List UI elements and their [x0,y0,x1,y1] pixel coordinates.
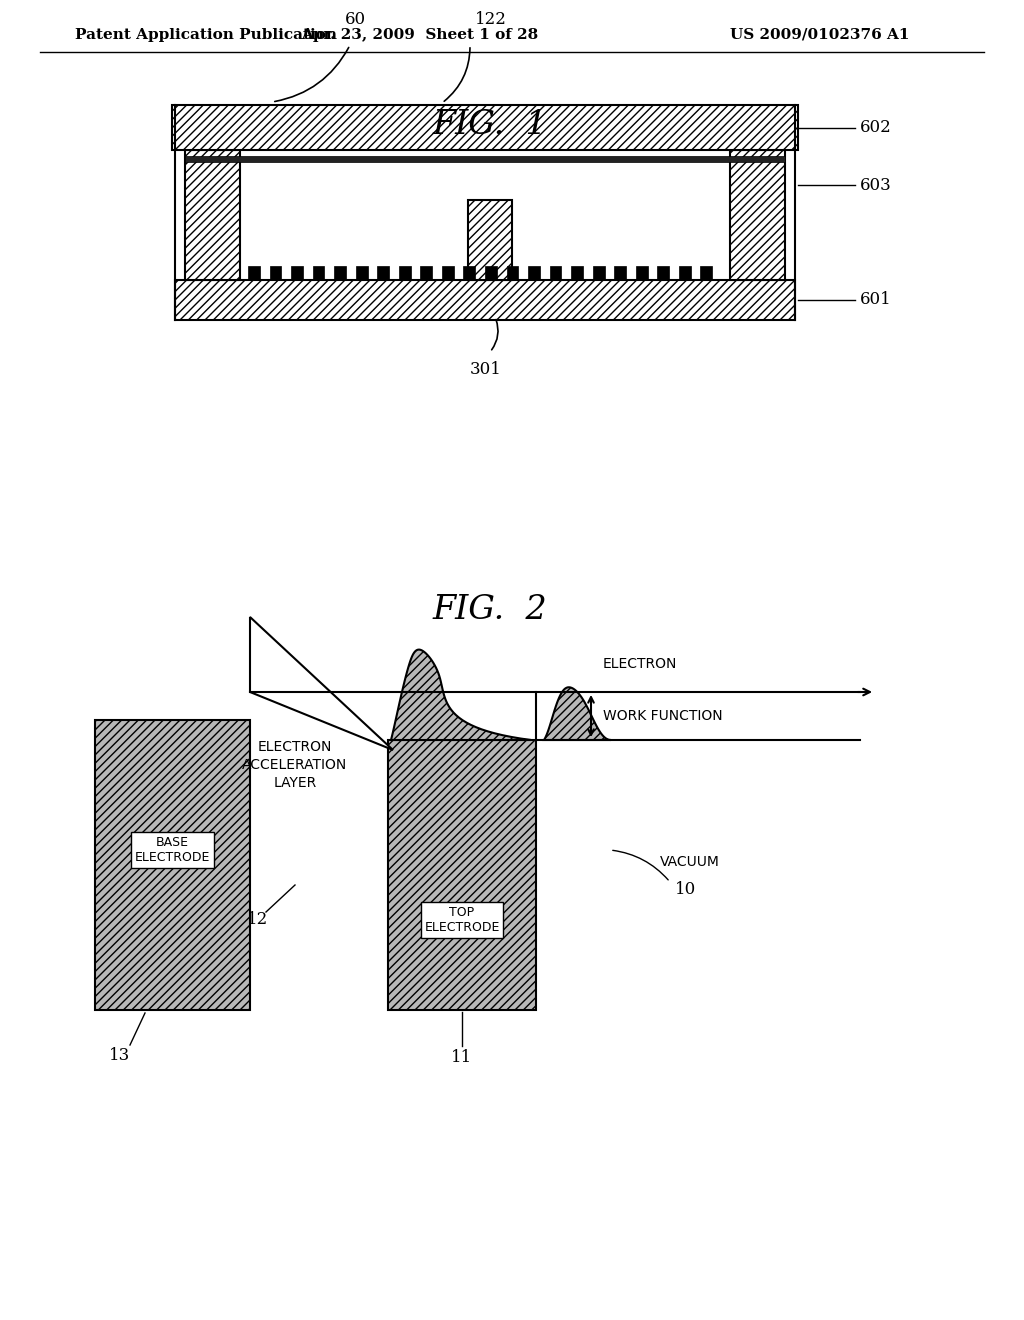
Bar [248,267,260,280]
Bar [593,267,604,280]
Text: 13: 13 [110,1047,131,1064]
Bar [312,267,325,280]
Bar [95,719,250,1010]
Bar [388,741,536,1010]
Bar [571,267,583,280]
Text: ELECTRON: ELECTRON [603,657,677,671]
Polygon shape [250,616,393,750]
Bar [700,267,713,280]
Bar [442,267,454,280]
Bar [528,267,540,280]
Bar [730,150,785,280]
Text: 602: 602 [860,120,892,136]
Bar [377,267,389,280]
Bar [334,267,346,280]
Text: FIG.  1: FIG. 1 [432,110,548,141]
Text: VACUUM: VACUUM [660,855,720,869]
Bar [172,106,798,150]
Bar [614,267,626,280]
Text: WORK FUNCTION: WORK FUNCTION [603,709,723,723]
Bar [421,267,432,280]
Text: FIG.  2: FIG. 2 [432,594,548,626]
Bar [507,267,518,280]
Text: 10: 10 [675,882,696,899]
Text: 301: 301 [470,362,502,379]
Text: Patent Application Publication: Patent Application Publication [75,28,337,42]
Text: 122: 122 [475,11,507,28]
Bar [679,267,691,280]
Bar [269,267,282,280]
Bar [175,280,795,319]
Text: 60: 60 [345,11,367,28]
Text: 12: 12 [248,912,268,928]
Text: US 2009/0102376 A1: US 2009/0102376 A1 [730,28,909,42]
Text: BASE
ELECTRODE: BASE ELECTRODE [135,836,210,865]
Text: 603: 603 [860,177,892,194]
Text: Apr. 23, 2009  Sheet 1 of 28: Apr. 23, 2009 Sheet 1 of 28 [301,28,539,42]
Bar [468,201,512,280]
Bar [657,267,670,280]
Polygon shape [391,649,531,741]
Text: 601: 601 [860,292,892,309]
Bar [185,156,785,162]
Text: TOP
ELECTRODE: TOP ELECTRODE [424,906,500,935]
Bar [185,150,240,280]
Bar [485,267,497,280]
Bar [398,267,411,280]
Polygon shape [544,688,611,741]
Bar [636,267,647,280]
Bar [355,267,368,280]
Text: ELECTRON
ACCELERATION
LAYER: ELECTRON ACCELERATION LAYER [243,739,347,791]
Text: 11: 11 [452,1049,473,1067]
Bar [550,267,561,280]
Bar [291,267,303,280]
Bar [464,267,475,280]
